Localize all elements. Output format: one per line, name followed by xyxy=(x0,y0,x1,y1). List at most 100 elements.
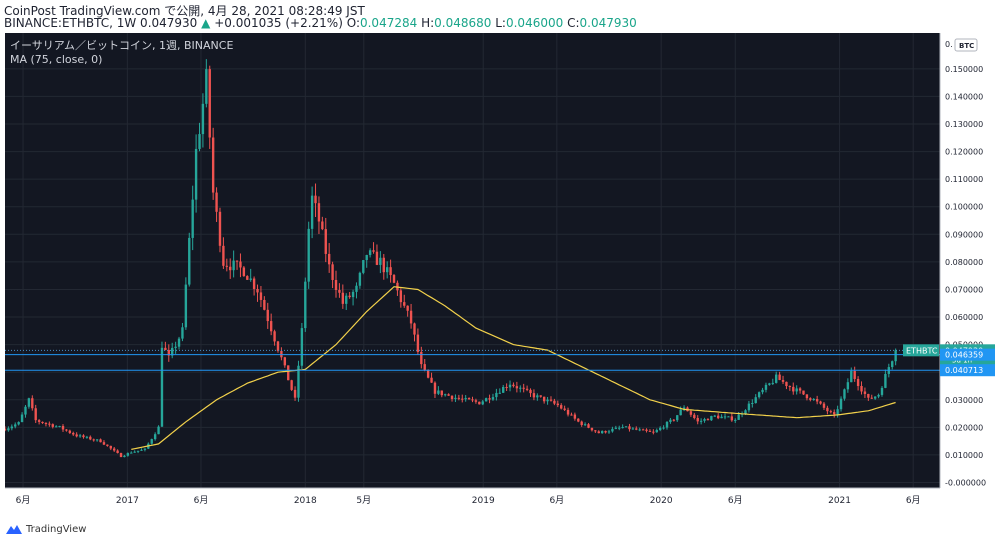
candle-body xyxy=(27,398,31,407)
candle-body xyxy=(123,455,126,458)
plot-area xyxy=(5,33,940,488)
candle-body xyxy=(314,195,317,204)
candle-body xyxy=(525,388,529,390)
candle-body xyxy=(757,392,761,398)
candle-body xyxy=(229,266,232,271)
candle-body xyxy=(341,292,345,304)
candle-body xyxy=(877,394,880,397)
candle-body xyxy=(580,421,583,426)
candle-body xyxy=(106,444,109,446)
candle-body xyxy=(297,365,300,398)
candle-body xyxy=(809,398,812,400)
y-tick-label: 0.030000 xyxy=(945,396,983,405)
candle-body xyxy=(662,427,665,429)
candle-body xyxy=(31,398,34,409)
candle-body xyxy=(822,403,826,408)
candle-body xyxy=(89,436,92,440)
candle-body xyxy=(798,388,802,391)
x-tick-label: 2018 xyxy=(294,496,317,506)
candle-body xyxy=(519,387,522,389)
y-tick-label: 0.110000 xyxy=(945,175,983,184)
candle-body xyxy=(641,429,645,431)
candle-body xyxy=(529,389,532,394)
candle-body xyxy=(815,398,819,402)
candle-body xyxy=(368,250,372,256)
candle-body xyxy=(317,203,321,222)
candle-body xyxy=(532,393,536,398)
candle-body xyxy=(355,285,358,292)
candle-body xyxy=(327,253,331,265)
candle-body xyxy=(788,386,792,388)
candle-body xyxy=(467,398,471,400)
x-tick-label: 6月 xyxy=(194,495,209,506)
candle-body xyxy=(754,397,757,404)
candle-body xyxy=(208,69,211,138)
candle-body xyxy=(542,396,546,402)
candle-body xyxy=(331,264,334,280)
candle-body xyxy=(160,347,164,427)
candle-body xyxy=(447,394,450,396)
candle-body xyxy=(843,389,846,399)
candle-body xyxy=(256,288,259,293)
up-arrow-icon: ▲ xyxy=(201,16,211,30)
candle-body xyxy=(850,370,853,383)
candle-body xyxy=(826,407,829,412)
close-value: 0.047930 xyxy=(579,16,637,30)
candle-body xyxy=(181,327,184,339)
candle-body xyxy=(338,290,341,293)
candle-body xyxy=(242,267,246,277)
level-badge xyxy=(940,364,995,377)
x-tick-label: 6月 xyxy=(549,495,564,506)
candle-body xyxy=(379,257,382,265)
candle-body xyxy=(389,267,392,276)
candle-body xyxy=(553,400,556,404)
y-tick-label: 0.060000 xyxy=(945,313,983,322)
chart-title: イーサリアム／ビットコイン, 1週, BINANCE xyxy=(10,39,233,52)
candle-body xyxy=(464,398,467,400)
candle-body xyxy=(430,377,433,383)
open-label: O: xyxy=(346,16,360,30)
candle-body xyxy=(153,434,157,440)
candle-body xyxy=(481,401,484,405)
candle-body xyxy=(426,370,430,378)
candle-body xyxy=(290,380,293,390)
candle-body xyxy=(20,414,24,423)
candle-body xyxy=(188,237,191,285)
candle-body xyxy=(215,192,218,212)
candle-body xyxy=(614,427,618,429)
candle-body xyxy=(771,382,774,384)
candle-body xyxy=(65,429,68,431)
candle-body xyxy=(420,351,423,365)
candle-body xyxy=(266,309,269,322)
candle-body xyxy=(75,434,78,437)
price-chart[interactable]: -0.0000000.0100000.0200000.0300000.04000… xyxy=(5,33,995,516)
candle-body xyxy=(48,423,51,425)
candle-body xyxy=(194,148,198,200)
candle-body xyxy=(635,428,638,430)
open-value: 0.047284 xyxy=(359,16,418,30)
candle-body xyxy=(345,295,348,304)
candle-body xyxy=(54,426,58,428)
candle-body xyxy=(406,305,409,311)
candle-body xyxy=(781,380,785,382)
candle-body xyxy=(778,374,781,381)
y-tick-label: 0.070000 xyxy=(945,285,983,294)
candle-body xyxy=(136,450,140,452)
candle-body xyxy=(846,382,850,390)
x-tick-label: 5月 xyxy=(356,495,371,506)
candle-body xyxy=(348,295,351,298)
unit-label: BTC xyxy=(959,42,974,50)
candle-body xyxy=(269,321,273,332)
low-label: L: xyxy=(495,16,506,30)
candle-body xyxy=(78,435,82,437)
candle-body xyxy=(198,134,201,149)
candle-body xyxy=(607,431,611,433)
time-axis xyxy=(5,488,940,516)
candle-body xyxy=(488,398,491,400)
candle-body xyxy=(177,338,181,347)
close-label: C: xyxy=(567,16,580,30)
candle-body xyxy=(130,452,133,454)
candle-body xyxy=(696,418,699,422)
candle-body xyxy=(392,275,396,283)
candle-body xyxy=(573,414,577,419)
